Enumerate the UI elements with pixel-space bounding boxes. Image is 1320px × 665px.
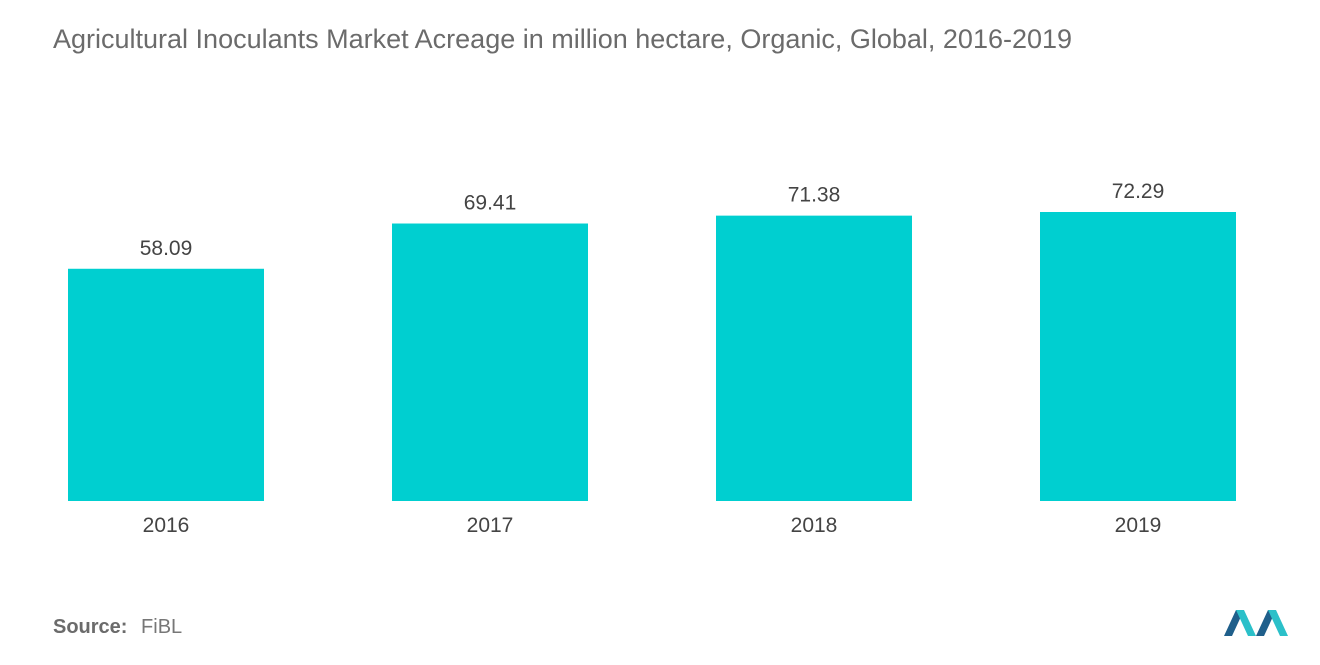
data-label-2016: 58.09 [140, 237, 193, 260]
source-label: Source: [53, 616, 128, 638]
x-tick-label-2019: 2019 [1115, 514, 1162, 537]
bar-2017 [392, 223, 588, 502]
x-tick-label-2016: 2016 [143, 514, 190, 537]
x-tick-label-2017: 2017 [467, 514, 514, 537]
data-label-2018: 71.38 [788, 184, 841, 207]
chart-title: Agricultural Inoculants Market Acreage i… [53, 24, 1073, 54]
x-tick-label-2018: 2018 [791, 514, 838, 537]
bar-2016 [68, 268, 264, 501]
mordor-intelligence-logo-icon [1224, 610, 1288, 636]
source-value: FiBL [141, 616, 183, 638]
data-label-2019: 72.29 [1112, 180, 1165, 203]
bar-2019 [1040, 212, 1236, 501]
bar-2018 [716, 215, 912, 501]
source-note: Source: FiBL [53, 616, 182, 639]
data-label-2017: 69.41 [464, 192, 517, 215]
